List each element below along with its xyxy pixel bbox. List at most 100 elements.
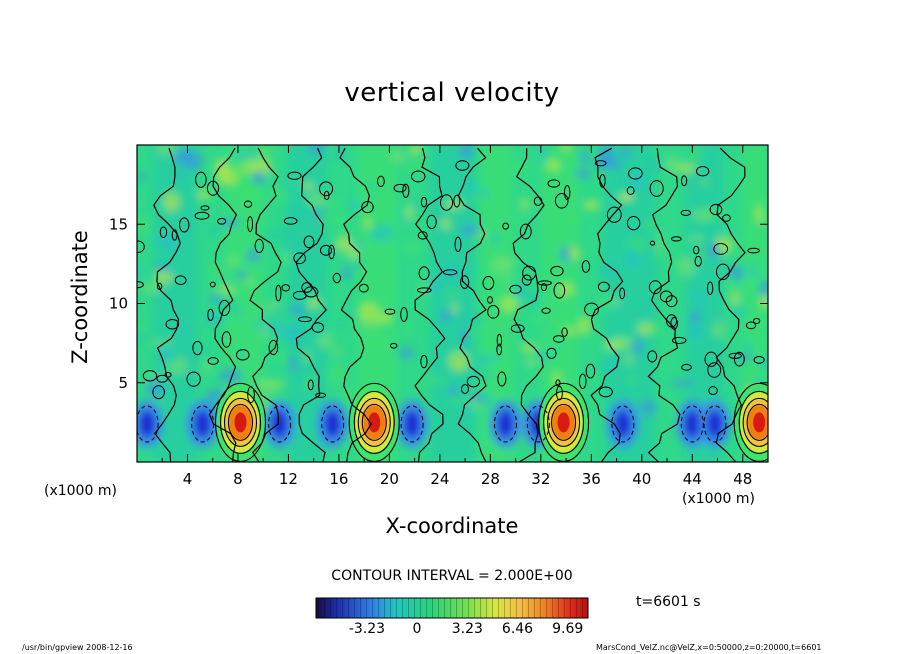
field-blob	[648, 267, 663, 275]
contour-loop	[207, 308, 214, 322]
contour-loop	[707, 362, 722, 378]
contour-loop	[626, 216, 641, 231]
negative-contour	[611, 405, 635, 443]
field-blob	[620, 174, 628, 185]
contour-loop	[417, 231, 428, 240]
contour-loop	[453, 194, 461, 208]
contour-loop	[554, 193, 569, 209]
field-blob	[620, 193, 634, 201]
contour-loop	[454, 236, 462, 252]
field-blob	[441, 218, 451, 230]
field-blob	[750, 261, 758, 280]
field-blob	[307, 145, 326, 155]
field-blob	[206, 225, 220, 236]
field-blob	[170, 168, 185, 185]
field-blob	[307, 301, 321, 309]
contour-loop	[319, 181, 334, 197]
field-blob	[348, 247, 359, 260]
x-tick-label: 44	[683, 470, 702, 488]
field-blob	[391, 149, 406, 164]
contour-loop	[418, 266, 430, 281]
contour-loop	[390, 342, 398, 349]
field-blob	[376, 312, 394, 323]
contour-loop	[142, 370, 158, 382]
y-axis: 5 10 15	[109, 215, 768, 392]
contour-loop	[496, 333, 503, 347]
contour-loop	[680, 209, 692, 216]
field-blob	[245, 275, 255, 289]
field-blob	[500, 296, 519, 312]
field-blob	[283, 251, 290, 263]
contour-line	[414, 148, 446, 462]
field-blob	[685, 320, 704, 340]
contour-line	[339, 147, 372, 462]
field-blob	[335, 211, 345, 230]
contour-loop	[628, 167, 643, 180]
contour-loop	[358, 283, 369, 293]
field-blob	[518, 215, 526, 225]
field-blob	[203, 358, 212, 374]
field-blob	[342, 266, 352, 280]
field-blob	[312, 213, 335, 225]
field-blob	[274, 318, 288, 337]
field-blob	[687, 145, 702, 165]
field-blob	[541, 344, 564, 354]
field-blob	[326, 365, 347, 386]
field-blob	[690, 310, 702, 325]
field-blob	[336, 234, 353, 253]
field-blob	[478, 188, 490, 200]
field-blob	[137, 216, 151, 236]
contour-loop	[455, 160, 470, 171]
x-tick-label: 36	[582, 470, 601, 488]
field-blob	[529, 314, 554, 324]
contour-loop	[626, 186, 635, 195]
x-tick-label: 12	[279, 470, 298, 488]
contour-loop	[715, 263, 730, 281]
contour-loop	[323, 190, 330, 201]
field-blob	[197, 189, 212, 200]
contour-loop	[221, 331, 232, 348]
field-blob	[448, 351, 470, 372]
contour-loop	[537, 280, 552, 286]
field-blob	[365, 336, 383, 349]
chart-title: vertical velocity	[344, 78, 560, 108]
field-blob	[520, 198, 529, 211]
contour-loop	[578, 373, 587, 390]
contour-loop	[243, 200, 253, 208]
field-blob	[398, 347, 415, 359]
field-blob	[204, 345, 212, 362]
contour-loop	[704, 351, 718, 367]
contour-loop	[556, 385, 563, 401]
x-tick-label: 24	[430, 470, 449, 488]
field-blob	[579, 315, 592, 336]
field-blob	[529, 293, 540, 306]
field-blob	[288, 305, 306, 315]
updraft-core	[348, 382, 400, 462]
field-blob	[574, 168, 591, 179]
field-blob	[656, 235, 663, 255]
contour-loop	[553, 282, 566, 299]
field-blob	[282, 182, 294, 192]
contour-loop	[460, 384, 469, 394]
contour-loop	[416, 287, 432, 294]
velocity-field	[137, 145, 768, 462]
colorbar-tick-label: 0	[412, 621, 422, 637]
field-blob	[332, 347, 341, 358]
contour-loop	[206, 180, 220, 196]
colorbar-frame	[315, 597, 589, 619]
contour-loop	[137, 240, 145, 253]
contour-loop	[693, 245, 700, 255]
field-blob	[619, 148, 633, 157]
contour-loop	[509, 284, 522, 294]
contour-loop	[745, 321, 757, 330]
contour-loop	[550, 265, 564, 277]
field-blob	[359, 317, 383, 330]
field-blob	[270, 354, 288, 362]
updraft-core	[214, 382, 267, 462]
colorbar-tick-label: 6.46	[501, 621, 534, 637]
field-blob	[335, 319, 343, 327]
field-blob	[664, 155, 681, 173]
field-blob	[625, 247, 638, 257]
field-blob	[218, 218, 242, 227]
x-axis: 4 8 12 16 20 24 28 32 36 40 44 48	[161, 145, 752, 488]
